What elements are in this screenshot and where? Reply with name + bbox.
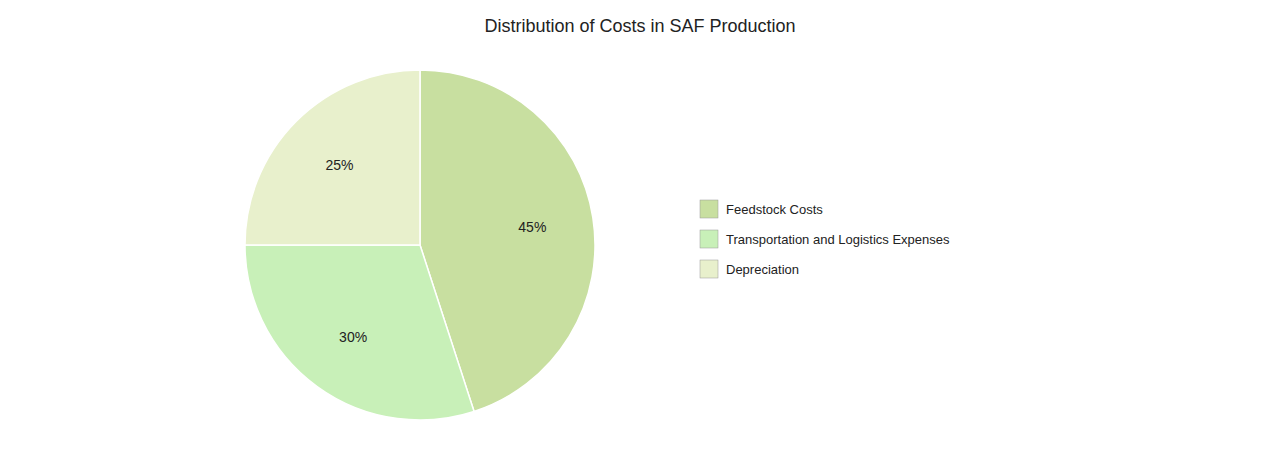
data-label: 45%	[518, 219, 546, 235]
legend-item: Transportation and Logistics Expenses	[700, 230, 950, 248]
legend-label: Depreciation	[726, 262, 799, 277]
legend-label: Feedstock Costs	[726, 202, 823, 217]
legend-item: Depreciation	[700, 260, 799, 278]
legend: Feedstock Costs Transportation and Logist…	[700, 200, 950, 278]
legend-swatch	[700, 260, 718, 278]
legend-label: Transportation and Logistics Expenses	[726, 232, 950, 247]
data-label: 25%	[326, 157, 354, 173]
legend-swatch	[700, 230, 718, 248]
data-label: 30%	[339, 329, 367, 345]
pie-slice	[245, 245, 474, 420]
legend-swatch	[700, 200, 718, 218]
pie-slice	[245, 70, 420, 245]
chart-container: Distribution of Costs in SAF Production 4…	[0, 0, 1280, 450]
chart-svg: Distribution of Costs in SAF Production 4…	[0, 0, 1280, 450]
legend-item: Feedstock Costs	[700, 200, 823, 218]
pie: 45% 30% 25%	[245, 70, 595, 420]
chart-title: Distribution of Costs in SAF Production	[484, 16, 795, 36]
